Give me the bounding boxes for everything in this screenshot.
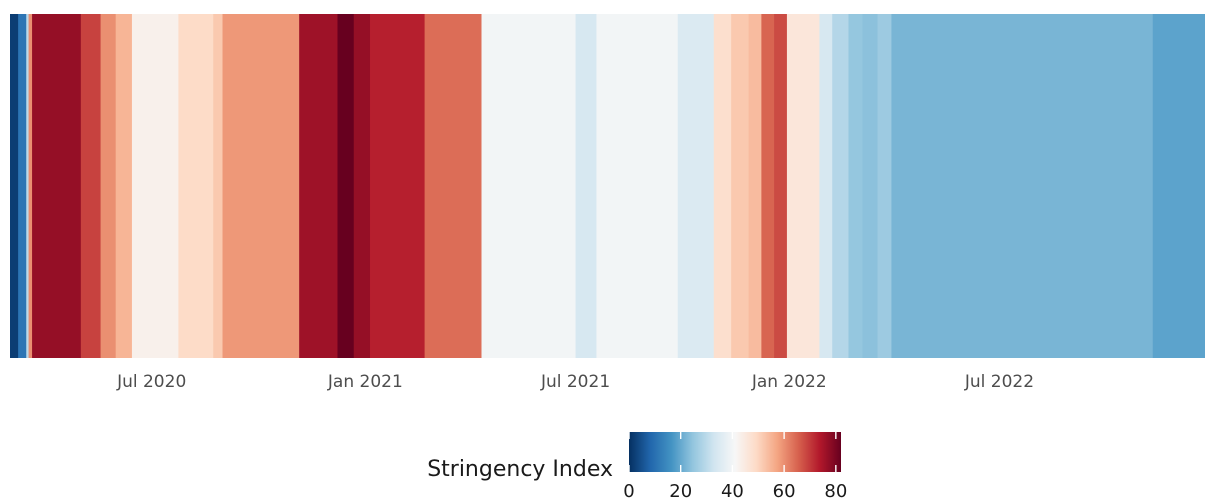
heatmap-cell: [26, 14, 30, 358]
heatmap-cell: [353, 14, 371, 358]
heatmap-cell: [819, 14, 833, 358]
heatmap-cell: [370, 14, 426, 358]
heatmap-cell: [481, 14, 577, 358]
heatmap-cell: [337, 14, 355, 358]
x-axis: Jul 2020 Jan 2021 Jul 2021 Jan 2022 Jul 2022: [116, 372, 1034, 392]
heatmap-cell: [131, 14, 179, 358]
x-tick-label: Jan 2021: [327, 372, 403, 392]
heatmap-cell: [575, 14, 598, 358]
heatmap-cell: [677, 14, 715, 358]
colorbar-title: Stringency Index: [427, 457, 613, 482]
x-tick-label: Jul 2021: [540, 372, 610, 392]
heatmap-cell: [891, 14, 1154, 358]
heatmap-cell: [80, 14, 102, 358]
heatmap-cell: [786, 14, 821, 358]
heatmap-cell: [18, 14, 27, 358]
x-tick-label: Jul 2020: [116, 372, 186, 392]
colorbar-tick-label: 60: [773, 481, 796, 502]
colorbar-tick-label: 40: [721, 481, 744, 502]
heatmap-cell: [713, 14, 732, 358]
colorbar-gradient: [629, 432, 841, 472]
x-tick-label: Jul 2022: [964, 372, 1034, 392]
heatmap-cell: [877, 14, 893, 358]
heatmap-cell: [748, 14, 762, 358]
heatmap-cell: [28, 14, 33, 358]
colorbar-ticks: 0 20 40 60 80: [623, 432, 847, 502]
heatmap-cell: [731, 14, 750, 358]
colorbar-tick-label: 80: [824, 481, 847, 502]
colorbar-tick-label: 20: [669, 481, 692, 502]
heatmap-cell: [832, 14, 850, 358]
heatmap-cell: [213, 14, 224, 358]
heatmap-cell: [10, 14, 19, 358]
heatmap-cell: [178, 14, 214, 358]
heatmap-cell: [115, 14, 133, 358]
heatmap-cell: [299, 14, 339, 358]
heatmap-cell: [848, 14, 864, 358]
heatmap-cell: [774, 14, 788, 358]
heatmap-cell: [761, 14, 775, 358]
colorbar-tick-label: 0: [623, 481, 634, 502]
heatmap-cell: [32, 14, 82, 358]
heatmap-cell: [596, 14, 679, 358]
heatmap-strip: [10, 14, 1205, 358]
heatmap-cell: [862, 14, 879, 358]
colorbar-legend: Stringency Index 0 20 40 60 80: [427, 432, 847, 502]
x-tick-label: Jan 2022: [751, 372, 827, 392]
heatmap-cell: [1152, 14, 1205, 358]
heatmap-cell: [222, 14, 300, 358]
heatmap-cell: [424, 14, 483, 358]
heatmap-cell: [100, 14, 117, 358]
